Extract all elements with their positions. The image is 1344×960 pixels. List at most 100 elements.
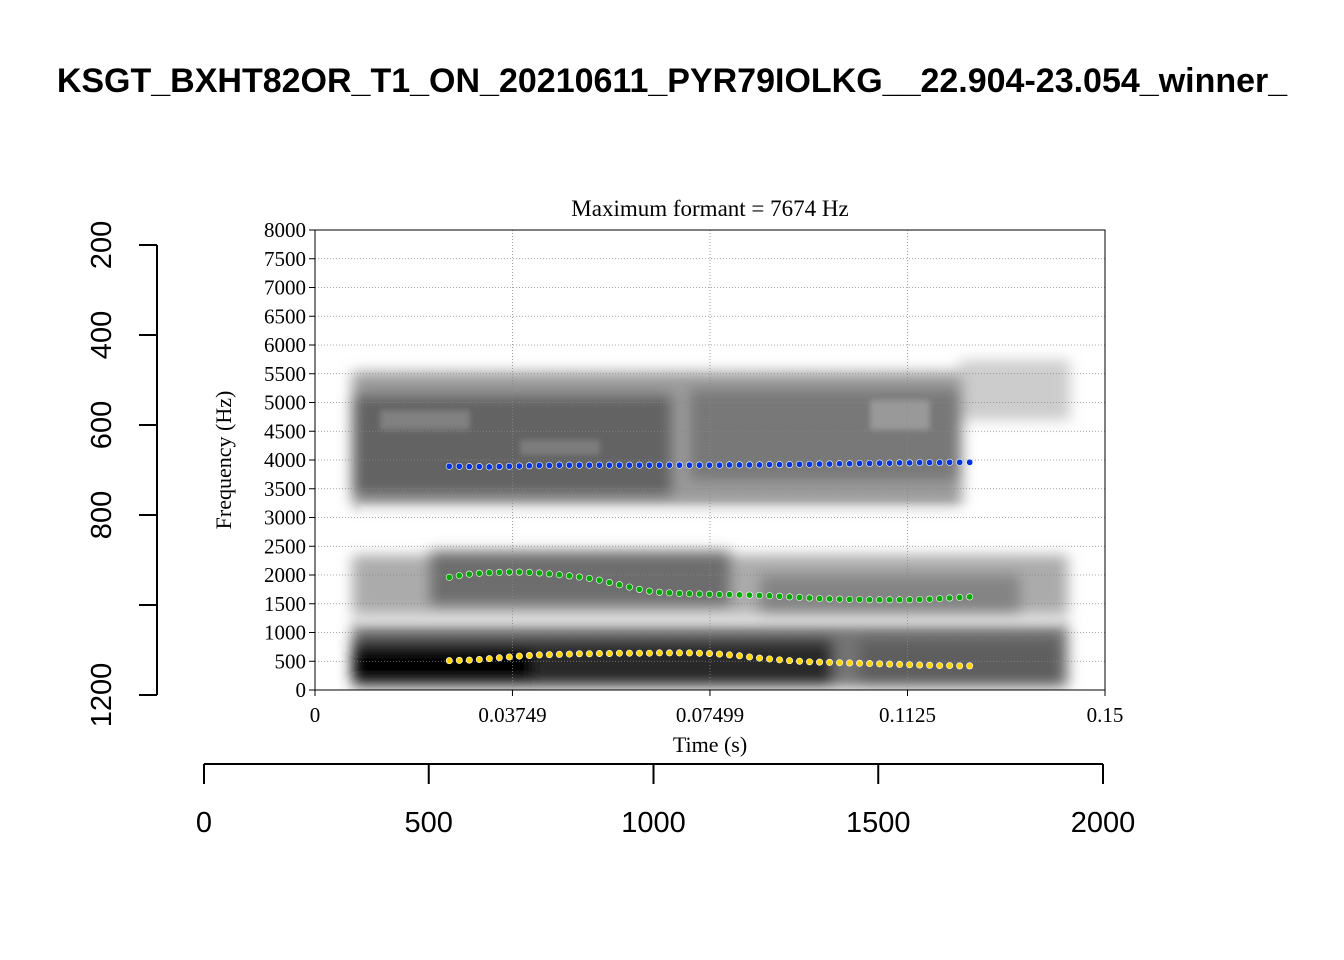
formant-point: [866, 459, 874, 467]
formant-point: [495, 654, 503, 662]
formant-point: [725, 591, 733, 599]
y-tick-label: 1500: [264, 592, 306, 616]
formant-point: [625, 649, 633, 657]
outer-bottom-tick-label: 1500: [846, 807, 911, 839]
formant-point: [745, 591, 753, 599]
formant-point: [756, 654, 764, 662]
formant-point: [695, 590, 703, 598]
x-tick-label: 0.07499: [676, 703, 744, 727]
formant-series: [445, 649, 974, 670]
page-title: KSGT_BXHT82OR_T1_ON_20210611_PYR79IOLKG_…: [57, 62, 1288, 100]
formant-point: [776, 592, 784, 600]
formant-point: [886, 660, 894, 668]
y-axis: 0 500 1000 1500 2000 2500 3000 3500 4000 4500 5000…: [264, 218, 315, 702]
formant-point: [595, 649, 603, 657]
formant-point: [475, 569, 483, 577]
formant-point: [505, 653, 513, 661]
formant-point: [475, 463, 483, 471]
formant-point: [936, 662, 944, 670]
y-tick-label: 500: [275, 649, 307, 673]
formant-point: [906, 459, 914, 467]
formant-point: [585, 574, 593, 582]
formant-point: [776, 461, 784, 469]
x-tick-label: 0.15: [1087, 703, 1124, 727]
formant-point: [725, 461, 733, 469]
formant-point: [605, 649, 613, 657]
formant-point: [465, 570, 473, 578]
formant-point: [475, 656, 483, 664]
formant-point: [896, 459, 904, 467]
formant-point: [455, 462, 463, 470]
formant-series: [445, 458, 974, 471]
y-tick-label: 8000: [264, 218, 306, 242]
x-tick-label: 0.03749: [478, 703, 546, 727]
formant-point: [705, 590, 713, 598]
outer-bottom-tick-label: 0: [196, 807, 212, 839]
formant-point: [946, 458, 954, 466]
formant-point: [505, 568, 513, 576]
formant-point: [846, 595, 854, 603]
formant-point: [966, 662, 974, 670]
formant-point: [826, 658, 834, 666]
formant-point: [695, 461, 703, 469]
formant-point: [786, 593, 794, 601]
formant-point: [455, 572, 463, 580]
outer-left-tick-label: 200: [86, 221, 118, 269]
formant-point: [916, 459, 924, 467]
formant-point: [846, 460, 854, 468]
formant-point: [866, 660, 874, 668]
formant-point: [756, 461, 764, 469]
formant-point: [715, 650, 723, 658]
formant-point: [735, 591, 743, 599]
formant-point: [836, 460, 844, 468]
formant-point: [625, 461, 633, 469]
formant-point: [715, 591, 723, 599]
formant-point: [495, 463, 503, 471]
y-tick-label: 2000: [264, 563, 306, 587]
y-tick-label: 7500: [264, 247, 306, 271]
y-axis-label: Frequency (Hz): [211, 391, 236, 530]
x-tick-label: 0.1125: [879, 703, 936, 727]
y-tick-label: 3500: [264, 477, 306, 501]
formant-point: [916, 661, 924, 669]
formant-point: [615, 581, 623, 589]
formant-point: [735, 461, 743, 469]
y-tick-label: 3000: [264, 506, 306, 530]
y-tick-label: 5000: [264, 391, 306, 415]
outer-bottom-tick-label: 500: [405, 807, 453, 839]
formant-point: [575, 650, 583, 658]
formant-point: [545, 570, 553, 578]
formant-point: [515, 568, 523, 576]
formant-point: [445, 573, 453, 581]
y-tick-label: 7000: [264, 276, 306, 300]
formant-point: [946, 594, 954, 602]
formant-point: [615, 461, 623, 469]
formant-point: [535, 461, 543, 469]
formant-point: [745, 653, 753, 661]
outer-bottom-axis: 0 500 1000 1500 2000: [196, 763, 1135, 839]
formant-point: [685, 461, 693, 469]
formant-point: [966, 458, 974, 466]
formant-point: [645, 461, 653, 469]
formant-point: [926, 661, 934, 669]
formant-point: [555, 650, 563, 658]
formant-point: [665, 461, 673, 469]
formant-point: [956, 458, 964, 466]
formant-point: [946, 662, 954, 670]
formant-point: [535, 569, 543, 577]
formant-point: [645, 587, 653, 595]
formant-point: [465, 463, 473, 471]
formant-point: [635, 461, 643, 469]
formant-point: [575, 461, 583, 469]
formant-point: [565, 650, 573, 658]
formant-point: [866, 596, 874, 604]
formant-point: [956, 662, 964, 670]
formant-point: [635, 649, 643, 657]
formant-point: [966, 593, 974, 601]
y-tick-label: 6000: [264, 333, 306, 357]
formant-point: [806, 594, 814, 602]
outer-bottom-tick-label: 1000: [621, 807, 686, 839]
formant-point: [605, 578, 613, 586]
formant-point: [725, 651, 733, 659]
formant-point: [525, 651, 533, 659]
